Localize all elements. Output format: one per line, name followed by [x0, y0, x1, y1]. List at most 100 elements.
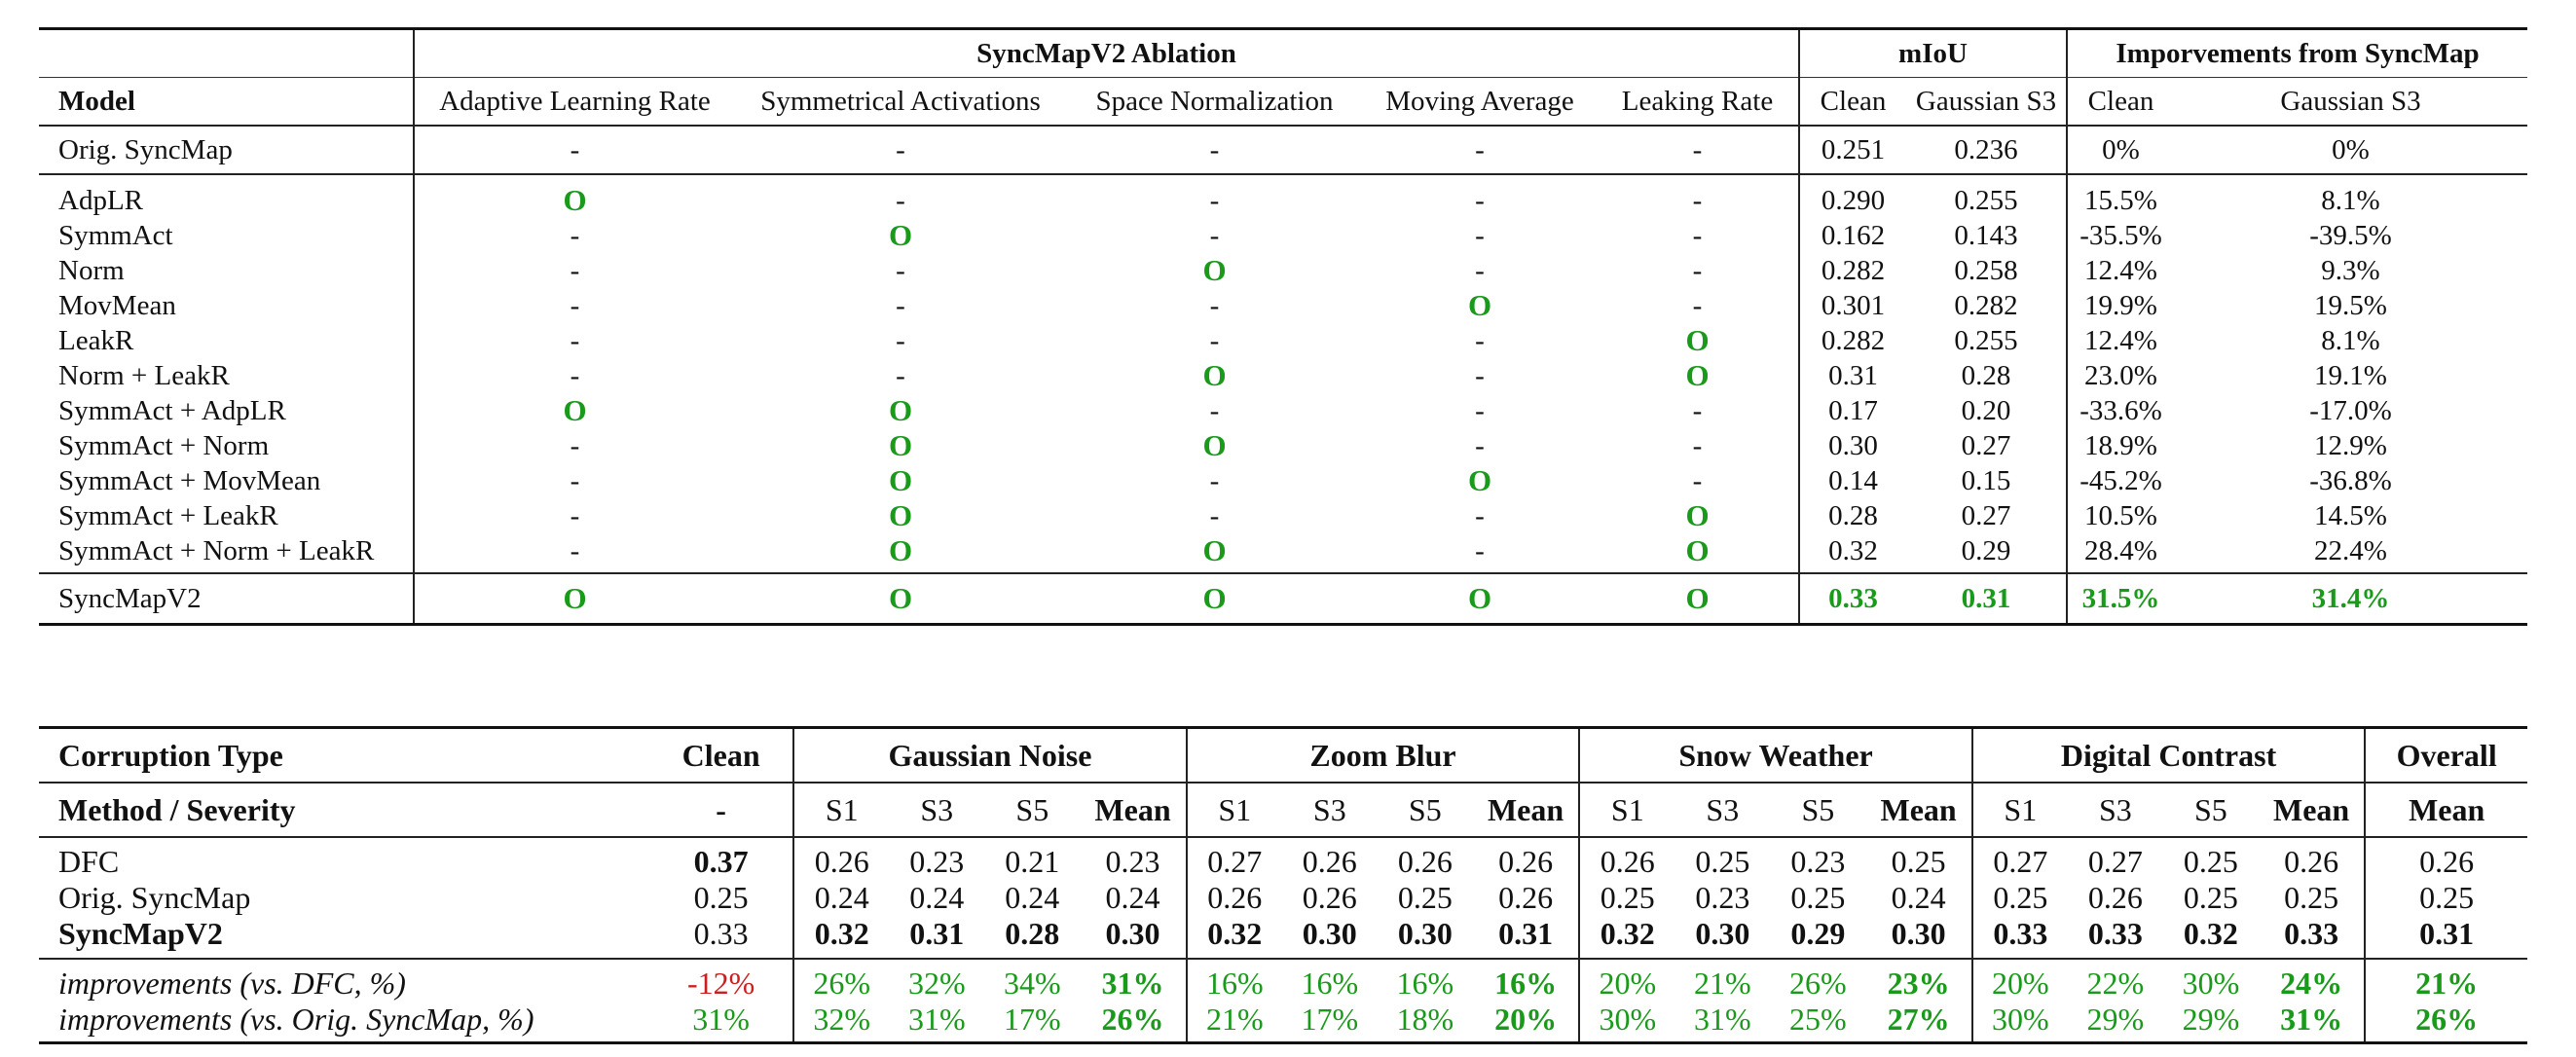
- severity-improvement: 32%: [792, 1002, 890, 1044]
- flag-cell: O: [1202, 358, 1227, 392]
- ablation-row: SymmAct + MovMean - O - O - 0.14 0.15 -45.2% -36.…: [39, 463, 2527, 498]
- miou-clean-value: 0.282: [1798, 253, 1906, 288]
- severity-improvement: 20%: [1472, 1002, 1580, 1044]
- header-mean: Mean: [1865, 783, 1972, 838]
- model-name: Norm + LeakR: [58, 359, 230, 391]
- severity-improvement: 26%: [1080, 1002, 1187, 1044]
- header-mean: Mean: [1472, 783, 1580, 838]
- miou-gaussian-value: 0.20: [1961, 394, 2011, 426]
- column-header-imp-clean: Clean: [2066, 77, 2174, 127]
- flag-cell: O: [888, 533, 913, 567]
- severity-improvement: 31%: [1674, 1002, 1771, 1044]
- severity-improvement: 30%: [2182, 966, 2240, 1001]
- model-name: SymmAct + Norm: [58, 429, 270, 461]
- severity-value: 0.23: [909, 844, 965, 879]
- miou-gaussian-value: 0.31: [1906, 572, 2067, 626]
- severity-improvement: 31%: [889, 1002, 985, 1044]
- flag-cell: -: [1692, 254, 1703, 286]
- miou-clean-value: 0.14: [1798, 463, 1906, 498]
- miou-clean-value: 0.17: [1798, 393, 1906, 428]
- severity-improvement: 34%: [1003, 966, 1061, 1001]
- flag-cell: -: [413, 533, 735, 573]
- header-snow-weather: Snow Weather: [1578, 726, 1972, 784]
- severity-value: 0.26: [1302, 844, 1357, 879]
- ablation-column-header-row: Model Adaptive Learning Rate Symmetrical…: [39, 77, 2527, 127]
- severity-improvement: 21%: [1694, 966, 1751, 1001]
- header-s3: S3: [1674, 783, 1771, 838]
- method-name: Orig. SyncMap: [58, 880, 251, 915]
- header-zoom-blur: Zoom Blur: [1185, 726, 1580, 784]
- method-name: SyncMapV2: [39, 916, 650, 960]
- flag-cell: -: [1692, 219, 1703, 251]
- flag-cell: -: [1209, 289, 1220, 321]
- severity-value: 0.26: [792, 837, 890, 880]
- header-overall-mean: Mean: [2364, 783, 2527, 838]
- severity-value: 0.23: [1105, 844, 1160, 879]
- miou-gaussian-value: 0.27: [1961, 429, 2011, 461]
- severity-value: 0.27: [1970, 837, 2068, 880]
- severity-improvement: 26%: [1789, 966, 1847, 1001]
- flag-cell: -: [1363, 126, 1597, 175]
- severity-improvement: 27%: [1865, 1002, 1972, 1044]
- flag-cell: -: [413, 358, 735, 393]
- flag-cell: -: [896, 359, 905, 391]
- miou-gaussian-value: 0.236: [1906, 126, 2067, 175]
- severity-improvement: 29%: [2067, 1002, 2163, 1044]
- column-header-miou-gaussian: Gaussian S3: [1906, 77, 2067, 127]
- flag-cell: -: [896, 184, 905, 216]
- severity-improvement: 31%: [1101, 966, 1164, 1001]
- model-name: SymmAct: [58, 219, 173, 251]
- flag-cell: -: [1475, 184, 1485, 216]
- imp-clean-value: 28.4%: [2066, 533, 2174, 573]
- imp-gaussian-value: 19.5%: [2314, 289, 2387, 321]
- flag-cell: -: [896, 289, 905, 321]
- severity-value: 0.25: [1695, 844, 1750, 879]
- flag-cell: O: [1685, 358, 1710, 392]
- severity-value: 0.23: [1790, 844, 1846, 879]
- imp-gaussian-value: 22.4%: [2314, 534, 2387, 566]
- imp-clean-value: 23.0%: [2066, 358, 2174, 393]
- miou-clean-value: 0.33: [1798, 572, 1906, 626]
- severity-value: 0.26: [1578, 837, 1675, 880]
- miou-clean-value: 0.162: [1798, 218, 1906, 253]
- severity-value: 0.25: [1397, 880, 1453, 915]
- column-header-imp-gaussian: Gaussian S3: [2174, 77, 2527, 127]
- ablation-row: Norm + LeakR - - O - O 0.31 0.28 23.0% 19.1%: [39, 358, 2527, 393]
- flag-cell: -: [1692, 184, 1703, 216]
- flag-cell: O: [1597, 572, 1799, 626]
- header-method-severity: Method / Severity: [39, 783, 650, 838]
- flag-cell: -: [1209, 464, 1220, 496]
- header-s5: S5: [2162, 783, 2259, 838]
- ablation-row: SymmAct + LeakR - O - - O 0.28 0.27 10.5% 14.5%: [39, 498, 2527, 533]
- severity-value: 0.31: [889, 916, 985, 960]
- miou-gaussian-value: 0.15: [1961, 464, 2011, 496]
- miou-gaussian-value: 0.28: [1961, 359, 2011, 391]
- clean-value: 0.25: [693, 880, 749, 915]
- improvement-row: improvements (vs. DFC, %) -12% 26% 32% 34% 31…: [39, 959, 2527, 1002]
- severity-value: 0.33: [2067, 916, 2163, 960]
- imp-gaussian-value: -36.8%: [2309, 464, 2392, 496]
- header-clean: Clean: [649, 726, 794, 784]
- miou-group-header: mIoU: [1798, 27, 2067, 78]
- severity-improvement: 17%: [984, 1002, 1081, 1044]
- severity-improvement: 17%: [1281, 1002, 1378, 1044]
- flag-cell: O: [888, 498, 913, 532]
- column-header-space-normalization: Space Normalization: [1066, 77, 1363, 127]
- flag-cell: -: [1475, 499, 1485, 531]
- severity-value: 0.24: [909, 880, 965, 915]
- severity-value: 0.32: [792, 916, 890, 960]
- corruption-table: Corruption Type Clean Gaussian Noise Zoo…: [39, 726, 2527, 1044]
- flag-cell: -: [735, 126, 1066, 175]
- severity-improvement: 22%: [2086, 966, 2145, 1001]
- header-mean: Mean: [2258, 783, 2366, 838]
- severity-value: 0.30: [1865, 916, 1972, 960]
- severity-improvement: 16%: [1494, 966, 1558, 1001]
- clean-value: 0.33: [649, 916, 794, 960]
- header-clean-dash: -: [649, 783, 794, 838]
- ablation-row: AdpLR O - - - - 0.290 0.255 15.5% 8.1%: [39, 174, 2527, 218]
- severity-value: 0.24: [1005, 880, 1060, 915]
- flag-cell: -: [1692, 464, 1703, 496]
- imp-clean-value: -45.2%: [2066, 463, 2174, 498]
- flag-cell: -: [413, 288, 735, 323]
- flag-cell: -: [1692, 289, 1703, 321]
